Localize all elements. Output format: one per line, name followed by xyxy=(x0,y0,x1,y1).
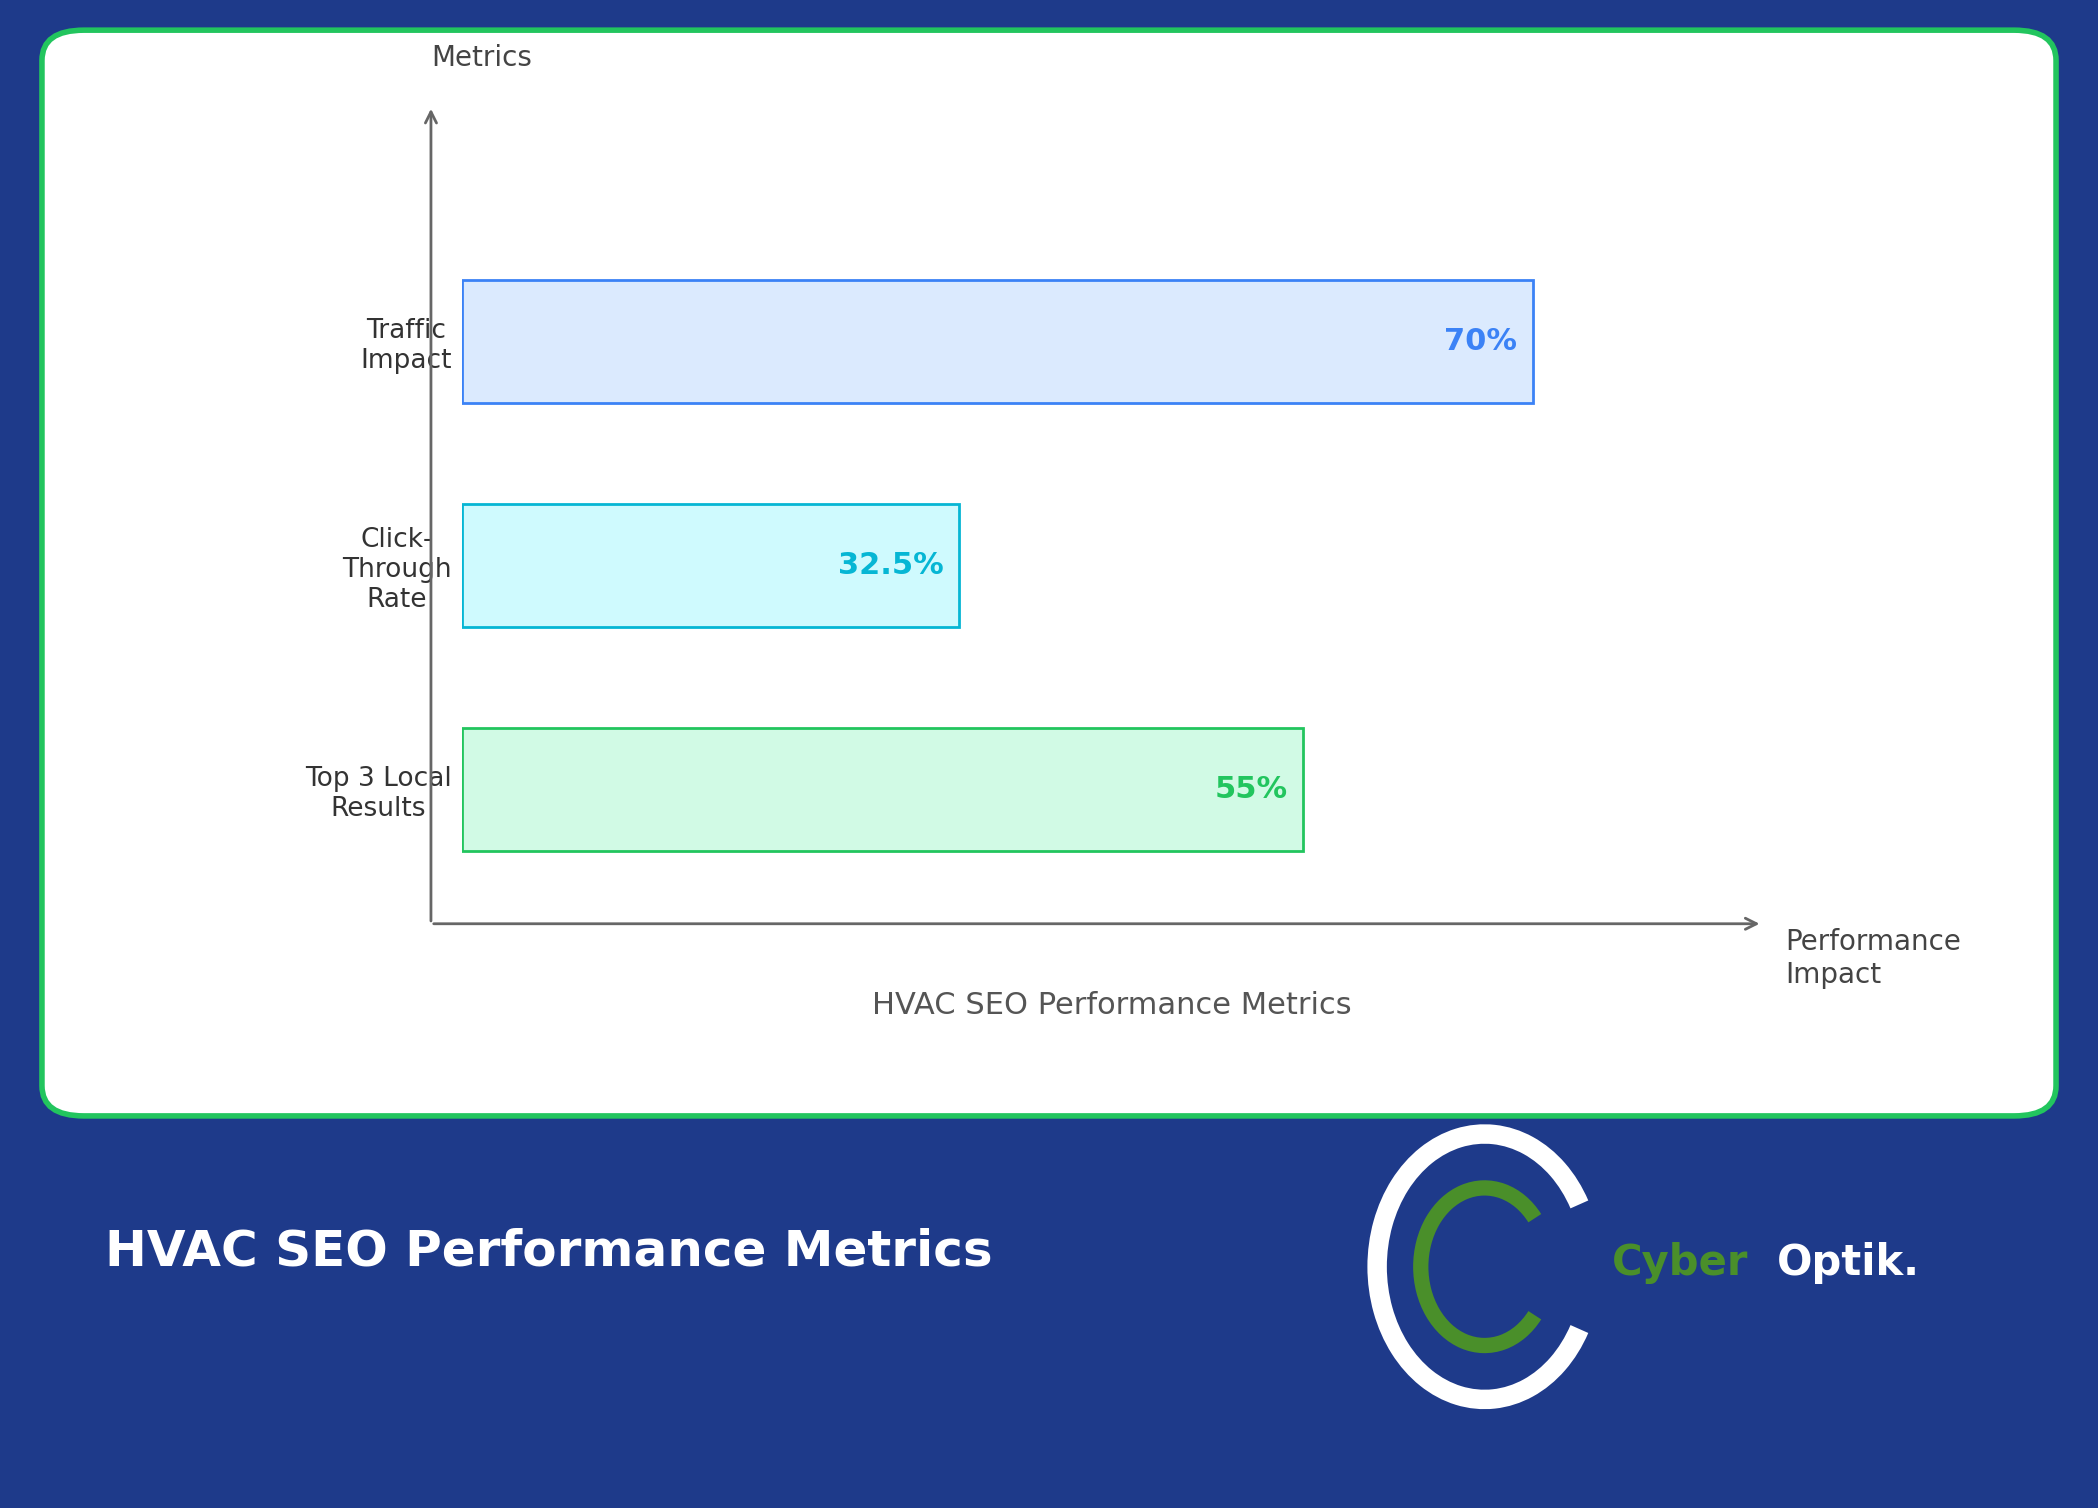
Text: Cyber: Cyber xyxy=(1611,1241,1748,1283)
Bar xyxy=(462,504,959,627)
Text: Metrics: Metrics xyxy=(430,44,531,72)
Text: Optik.: Optik. xyxy=(1777,1241,1920,1283)
Bar xyxy=(462,279,1534,403)
Text: Performance
Impact: Performance Impact xyxy=(1785,929,1962,989)
Text: 32.5%: 32.5% xyxy=(837,550,944,579)
Text: HVAC SEO Performance Metrics: HVAC SEO Performance Metrics xyxy=(873,991,1351,1019)
Bar xyxy=(462,728,1303,851)
Text: HVAC SEO Performance Metrics: HVAC SEO Performance Metrics xyxy=(105,1228,992,1276)
Text: 55%: 55% xyxy=(1215,775,1288,804)
Text: 70%: 70% xyxy=(1443,327,1517,356)
